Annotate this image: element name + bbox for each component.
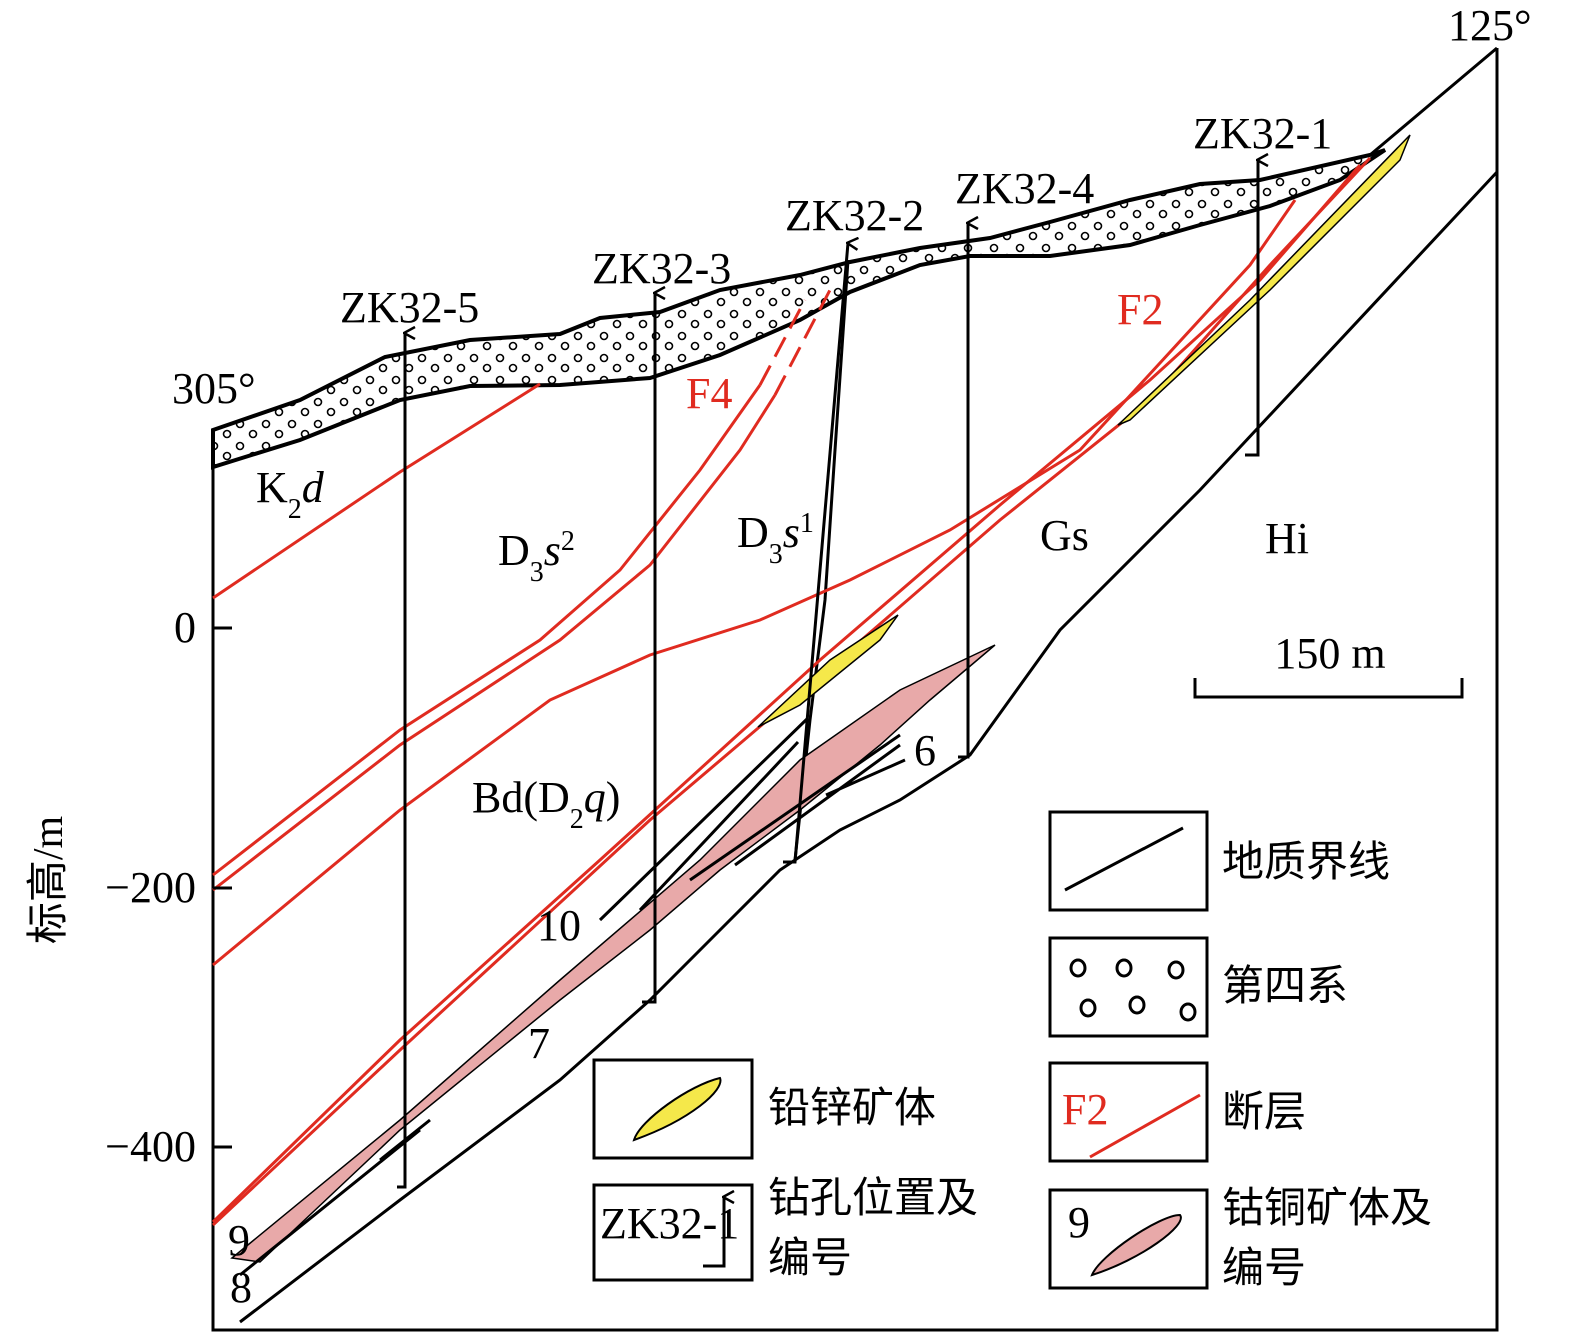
formation-part: 2 (561, 526, 575, 557)
legend-co-cu (1090, 1213, 1182, 1277)
formation-label: D3s1 (737, 508, 814, 570)
axis-tick-label: −400 (105, 1122, 196, 1171)
formation-part: 2 (570, 804, 584, 835)
fault-label: F2 (1117, 285, 1163, 334)
legend-label: 编号 (1222, 1246, 1306, 1292)
legend-sample: 9 (1068, 1198, 1090, 1247)
borehole-label: ZK32-2 (785, 191, 924, 240)
orebody-number: 7 (528, 1019, 550, 1068)
legend-label: 编号 (768, 1236, 852, 1282)
formation-part: s (783, 508, 800, 557)
borehole-label: ZK32-3 (592, 244, 731, 293)
fault-line (211, 164, 1362, 1224)
scale-bar (1193, 678, 1464, 699)
orebody-number: 6 (914, 726, 936, 775)
legend-box (1048, 1061, 1209, 1163)
formation-part: 1 (800, 508, 814, 539)
pb-zn-orebody (757, 614, 899, 728)
borehole (958, 223, 968, 759)
formation-part: 2 (288, 494, 302, 525)
formation-part: d (302, 463, 325, 512)
legend-sample: F2 (1062, 1085, 1108, 1134)
fault-line (212, 199, 1297, 967)
formation-part: 3 (769, 539, 783, 570)
legend-geologic-boundary (1064, 826, 1184, 892)
legend-quaternary (1069, 958, 1197, 1022)
formation-part: D (737, 508, 769, 557)
formation-label: Hi (1265, 514, 1309, 563)
axis-tick-label: −200 (105, 863, 196, 912)
fault-line (773, 289, 832, 396)
formation-label: Bd(D2q) (472, 773, 620, 835)
orebody-number: 9 (228, 1216, 250, 1265)
formation-part: K (256, 463, 288, 512)
geologic-boundary (239, 170, 1499, 1324)
borehole-label: ZK32-5 (340, 283, 479, 332)
legend (592, 810, 1209, 1290)
orebody-number: 10 (537, 901, 581, 950)
borehole-label: ZK32-1 (1193, 109, 1332, 158)
legend-label: 铅锌矿体 (768, 1086, 936, 1132)
legend-label: 钻孔位置及 (768, 1175, 978, 1222)
formation-part: s (544, 526, 561, 575)
fault-line (758, 299, 807, 386)
formation-label: D3s2 (498, 526, 575, 588)
section-frame (211, 48, 1499, 1332)
orebody-number: 8 (230, 1263, 252, 1312)
formation-part: q (584, 773, 606, 822)
borehole (783, 243, 848, 864)
axis-tick-label: 0 (174, 603, 196, 652)
orientation-label: 125° (1448, 1, 1532, 50)
formation-part: D (498, 526, 530, 575)
legend-label: 地质界线 (1222, 840, 1390, 886)
legend-box (1048, 810, 1209, 912)
fault-label: F4 (686, 369, 732, 418)
surface (1369, 46, 1498, 157)
fault-line (212, 384, 762, 877)
legend-sample: ZK32-1 (600, 1199, 739, 1248)
legend-borehole (703, 1197, 724, 1268)
legend-pb-zn (632, 1076, 722, 1142)
scale-bar-label: 150 m (1274, 629, 1385, 678)
formation-part: 3 (530, 557, 544, 588)
axis-tick (213, 626, 232, 1149)
legend-label: 第四系 (1222, 964, 1348, 1010)
borehole (397, 333, 405, 1189)
formation-part: ) (606, 773, 621, 822)
legend-fault (1089, 1093, 1201, 1159)
formation-part: Bd(D (472, 773, 570, 822)
pb-zn-orebody (1117, 134, 1411, 426)
formation-label: Gs (1040, 511, 1089, 560)
orientation-label: 305° (172, 364, 256, 413)
axis-label: 标高/m (26, 816, 72, 945)
co-cu-orebody (230, 644, 996, 1263)
fault-line (212, 382, 541, 600)
legend-box (1048, 1188, 1209, 1290)
legend-box (592, 1058, 754, 1160)
borehole (642, 293, 655, 1004)
formation-label: K2d (256, 463, 325, 525)
legend-box (1048, 936, 1209, 1038)
fault-line (212, 394, 777, 892)
legend-box (592, 1183, 754, 1282)
borehole-label: ZK32-4 (955, 164, 1094, 213)
legend-label: 断层 (1222, 1090, 1306, 1136)
legend-label: 钴铜矿体及 (1222, 1186, 1432, 1232)
borehole (1245, 160, 1258, 457)
